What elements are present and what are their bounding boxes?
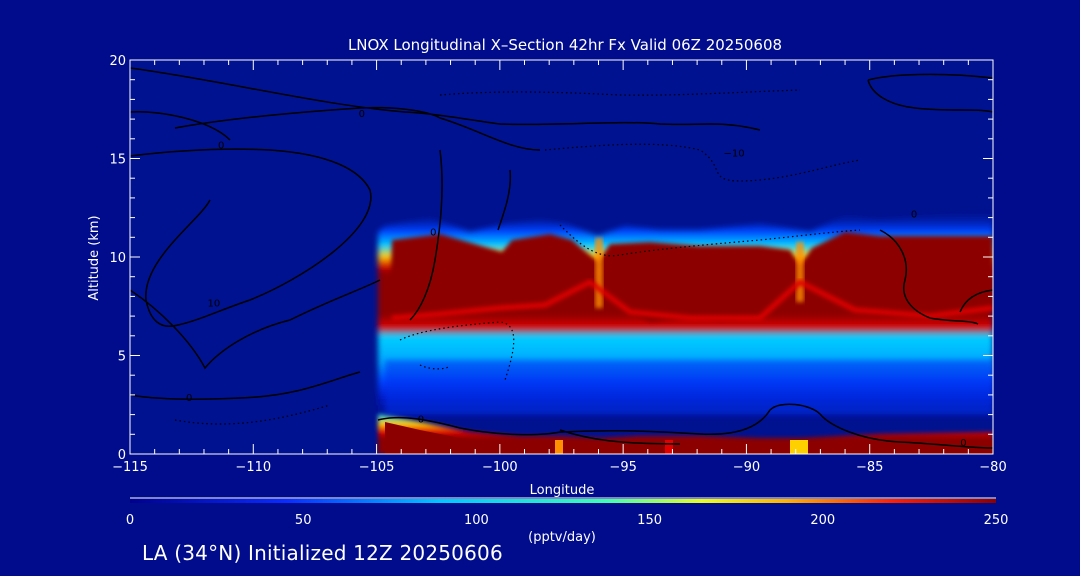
colorbar-unit-label: (pptv/day)	[528, 530, 596, 545]
x-tick-label: −80	[979, 460, 1006, 475]
upper-plume-edge	[391, 278, 993, 321]
seam-1	[595, 238, 603, 308]
contour-label: 10	[207, 298, 220, 309]
dotted-contour-4	[559, 224, 861, 257]
surface-hot-2	[665, 440, 673, 454]
colorbar	[130, 497, 996, 503]
x-tick-label: −115	[112, 460, 148, 475]
contour-12	[559, 429, 681, 445]
contour-2	[174, 106, 541, 151]
seam-2	[796, 242, 804, 302]
x-tick-label: −95	[609, 460, 636, 475]
y-tick-label: 20	[109, 54, 126, 69]
contour-label: 0	[186, 393, 192, 404]
y-tick-label: 15	[109, 153, 126, 168]
mid-blue-layer	[385, 360, 993, 415]
x-tick-label: −100	[482, 460, 518, 475]
footer-caption: LA (34°N) Initialized 12Z 20250606	[142, 541, 503, 565]
contour-label: 0	[359, 109, 365, 120]
contour-label: 0	[960, 438, 966, 449]
contour-lines	[130, 67, 993, 449]
contour-label-layer: 0 0 10 −10 0 0 0 0 0	[186, 109, 967, 449]
contour-9	[867, 73, 993, 113]
field-layer	[130, 60, 993, 454]
x-axis: −115 −110 −105 −100 −95 −90 −85 −80	[112, 60, 1007, 475]
contour-8	[497, 169, 512, 231]
y-tick-label: 5	[118, 350, 126, 365]
contour-7	[409, 149, 443, 321]
colorbar-tick-label: 0	[126, 513, 134, 528]
colorbar-tick-label: 250	[984, 513, 1009, 528]
surface-hot-3	[790, 440, 808, 454]
contour-6	[130, 371, 361, 400]
surface-hot-1	[555, 440, 563, 454]
upper-plume-core	[390, 232, 993, 322]
contour-label: 0	[418, 414, 424, 425]
surface-plume-core	[385, 422, 993, 454]
y-axis: 0 5 10 15 20	[109, 54, 993, 463]
colorbar-tick-label: 100	[464, 513, 489, 528]
dotted-contour-3	[399, 321, 515, 381]
y-axis-label: Altitude (km)	[87, 215, 102, 300]
contour-4	[130, 111, 231, 141]
colorbar-strip	[130, 499, 996, 503]
y-tick-label: 10	[109, 251, 126, 266]
minor-tick-layer	[130, 60, 993, 454]
dotted-contour-1	[439, 89, 801, 96]
x-axis-label: Longitude	[530, 483, 595, 498]
dotted-contour-2	[544, 143, 861, 182]
x-tick-label: −90	[733, 460, 760, 475]
y-tick-label: 0	[118, 448, 126, 463]
colorbar-tick-label: 50	[295, 513, 312, 528]
contour-3	[130, 148, 372, 327]
x-tick-label: −85	[856, 460, 883, 475]
contour-label: 0	[911, 210, 917, 221]
colorbar-tick-label: 200	[810, 513, 835, 528]
x-tick-label: −105	[359, 460, 395, 475]
contour-1	[130, 67, 761, 131]
contour-label: −10	[724, 149, 745, 160]
colorbar-tick-label: 150	[637, 513, 662, 528]
contour-11	[377, 403, 993, 449]
contour-10	[879, 229, 993, 325]
chart-title: LNOX Longitudinal X–Section 42hr Fx Vali…	[348, 36, 782, 54]
contour-label: 0	[430, 227, 436, 238]
x-tick-label: −110	[235, 460, 271, 475]
dotted-contour-6	[174, 404, 331, 425]
dotted-contours	[174, 89, 861, 425]
contour-label: 0	[218, 141, 224, 152]
colorbar-ticks: 0 50 100 150 200 250	[126, 513, 1009, 528]
contour-5	[130, 279, 381, 370]
